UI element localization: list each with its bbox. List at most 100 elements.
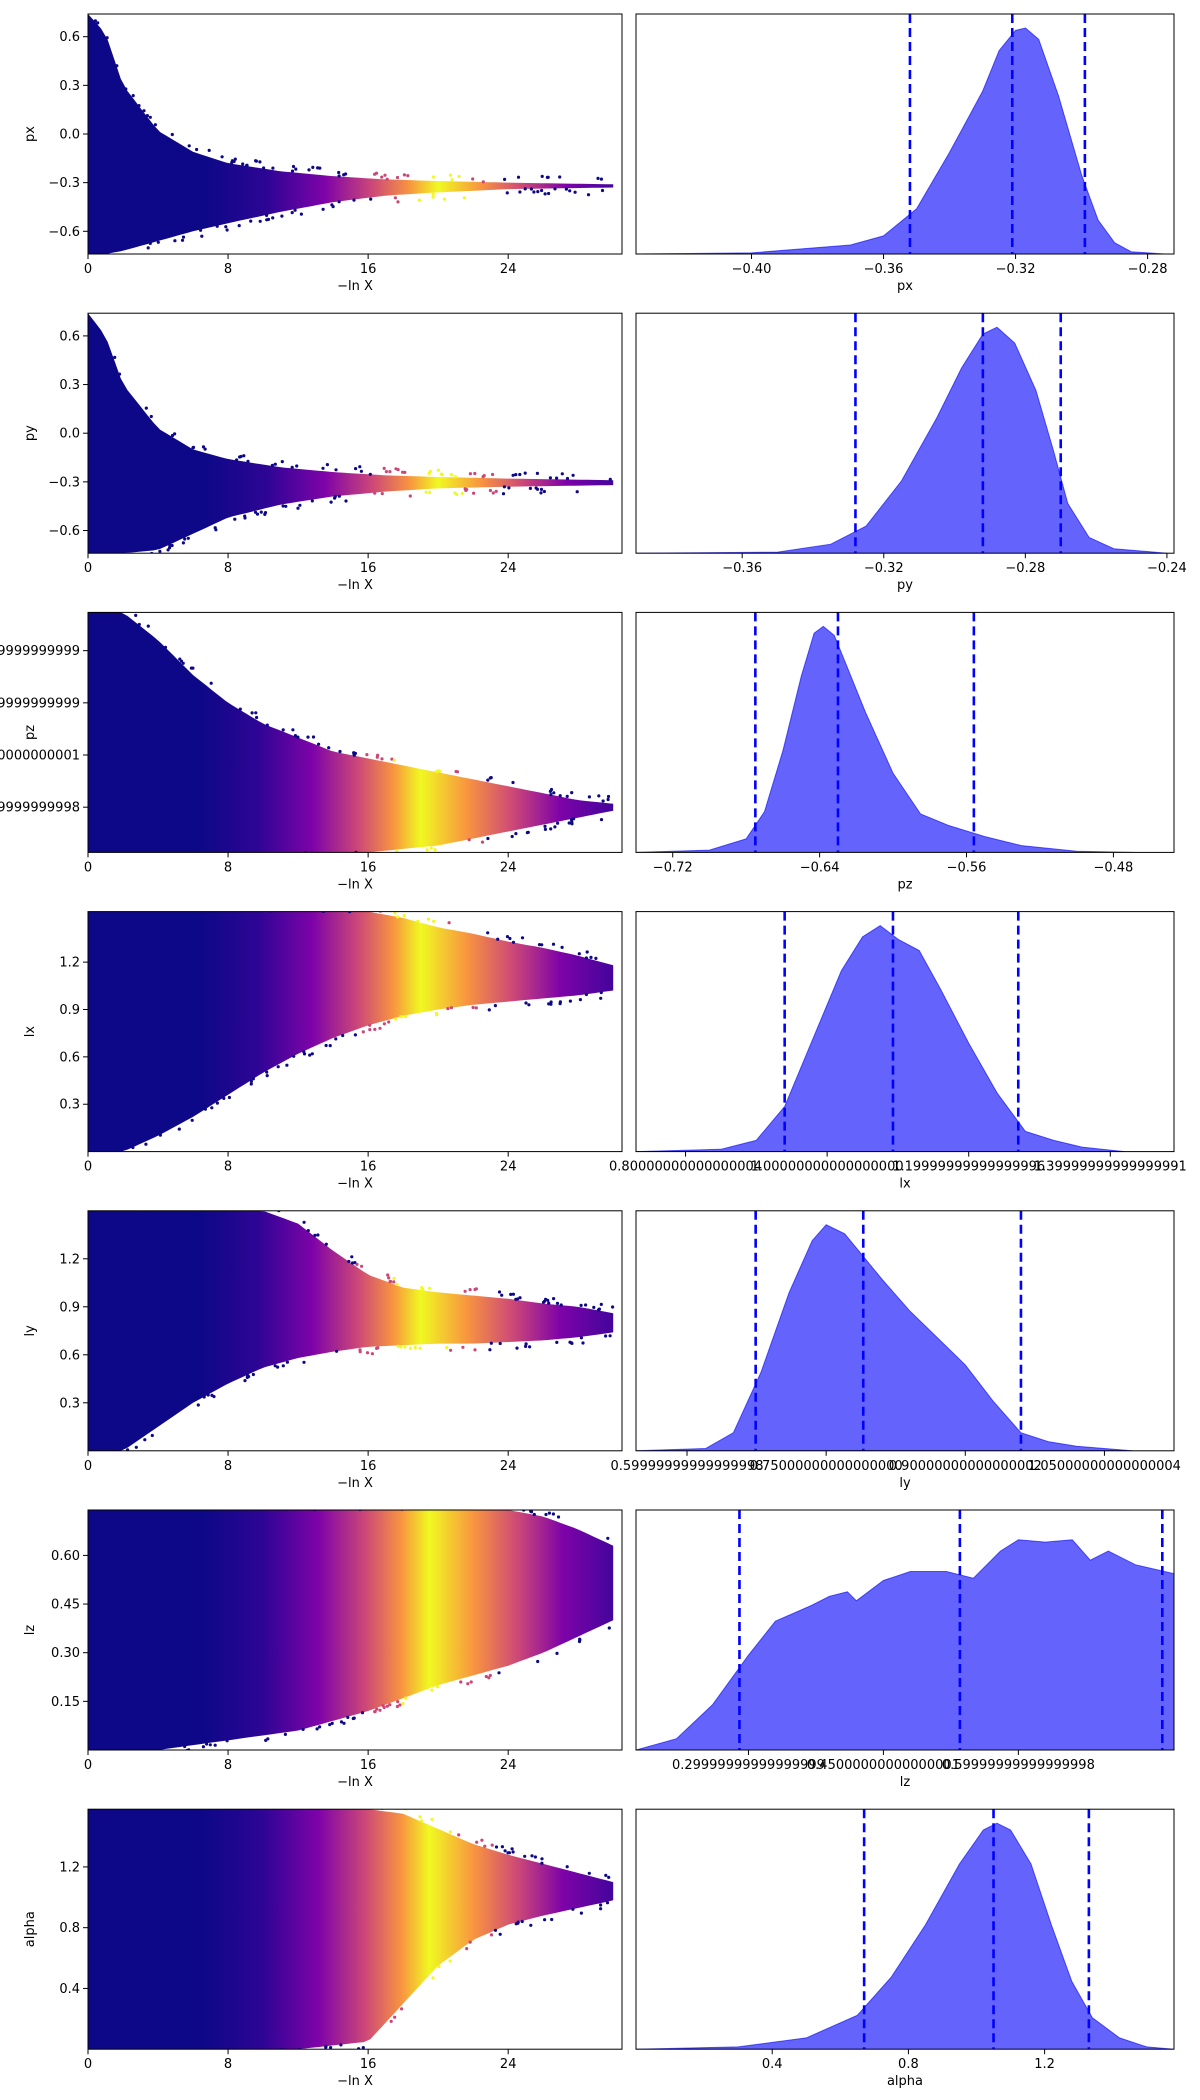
trace-sample-point <box>531 1506 534 1509</box>
trace-sample-point <box>257 2054 260 2057</box>
trace-sample-point <box>606 1536 610 1540</box>
y-axis-label: lx <box>23 1026 38 1038</box>
trace-sample-point <box>213 1743 217 1747</box>
x-tick-label: 16 <box>360 1160 377 1175</box>
trace-sample-point <box>599 1907 603 1911</box>
x-tick-label: 0.45000000000000001 <box>807 1758 960 1773</box>
x-tick-label: 0.59999999999999998 <box>611 1459 764 1474</box>
trace-sample-point <box>387 1020 391 1024</box>
trace-sample-point <box>436 468 440 472</box>
trace-sample-point <box>500 1845 504 1849</box>
trace-sample-point <box>122 1154 125 1157</box>
trace-sample-point <box>123 1506 126 1509</box>
trace-sample-point <box>181 661 185 665</box>
trace-sample-point <box>291 728 295 732</box>
x-axis-label: −ln X <box>337 578 373 593</box>
trace-sample-point <box>460 491 464 496</box>
trace-sample-point <box>435 1685 439 1689</box>
y-tick-label: 0.3 <box>59 378 80 393</box>
x-tick-label: 1.19999999999999996 <box>892 1160 1045 1175</box>
x-tick-label: 0.59999999999999998 <box>942 1758 1095 1773</box>
trace-sample-point <box>258 903 261 906</box>
trace-sample-point <box>207 148 211 152</box>
trace-sample-point <box>536 1659 540 1664</box>
trace-sample-point <box>392 1276 396 1280</box>
trace-sample-point <box>338 749 342 754</box>
trace-sample-point <box>518 472 522 477</box>
x-tick-label: −0.28 <box>1005 561 1045 576</box>
trace-sample-point <box>375 1707 379 1711</box>
trace-sample-point <box>158 1133 162 1137</box>
trace-sample-point <box>540 943 544 947</box>
trace-sample-point <box>177 854 180 857</box>
trace-sample-point <box>542 489 547 494</box>
trace-samples-ly <box>88 1210 614 1451</box>
trace-sample-point <box>318 1725 322 1729</box>
trace-sample-point <box>136 555 139 558</box>
trace-sample-point <box>392 1806 395 1809</box>
trace-sample-point <box>395 1282 399 1286</box>
trace-sample-point <box>261 853 264 856</box>
trace-sample-point <box>599 1302 603 1306</box>
trace-sample-point <box>379 1503 382 1506</box>
trace-sample-point <box>295 464 299 468</box>
trace-sample-point <box>173 432 177 436</box>
trace-sample-point <box>417 198 421 202</box>
trace-sample-point <box>448 1830 452 1834</box>
trace-sample-point <box>118 2050 121 2053</box>
trace-sample-points-py <box>88 355 612 558</box>
trace-sample-point <box>291 2054 294 2057</box>
trace-sample-point <box>480 840 485 844</box>
trace-sample-point <box>205 1506 208 1509</box>
trace-sample-point <box>360 908 363 911</box>
trace-sample-point <box>223 1204 226 1207</box>
trace-sample-point <box>356 853 359 856</box>
trace-sample-point <box>416 919 420 923</box>
trace-sample-point <box>331 205 335 209</box>
trace-sample-point <box>550 1917 554 1922</box>
trace-sample-point <box>263 512 267 517</box>
trace-sample-point <box>611 1305 615 1309</box>
trace-sample-point <box>481 180 485 184</box>
trace-sample-point <box>187 144 191 148</box>
trace-sample-point <box>600 188 605 193</box>
trace-sample-point <box>210 1206 213 1209</box>
x-tick-label: 24 <box>500 561 517 576</box>
trace-sample-point <box>577 952 581 956</box>
trace-sample-point <box>448 173 452 177</box>
y-axis-label: py <box>23 425 38 441</box>
trace-sample-point <box>530 1854 534 1858</box>
trace-sample-point <box>258 160 262 164</box>
x-tick-label: 0 <box>84 2057 92 2072</box>
trace-sample-point <box>396 1344 400 1348</box>
trace-sample-point <box>290 169 295 173</box>
trace-panel-py: 0 8 16 24 −ln X −0.6 −0.3 0.0 0.3 0.6 py <box>23 312 623 593</box>
trace-sample-point <box>551 942 556 946</box>
trace-sample-point <box>133 853 136 856</box>
trace-sample-point <box>146 624 150 628</box>
trace-sample-point <box>298 2054 301 2057</box>
trace-sample-point <box>403 1345 407 1349</box>
trace-sample-point <box>361 2046 365 2050</box>
trace-sample-point <box>438 769 442 773</box>
x-axis-label: alpha <box>887 2074 923 2089</box>
trace-sample-point <box>96 21 100 25</box>
trace-sample-point <box>190 1206 193 1209</box>
trace-sample-point <box>178 856 181 859</box>
trace-sample-point <box>545 175 550 179</box>
trace-sample-point <box>518 1506 521 1509</box>
trace-sample-point <box>238 455 242 459</box>
trace-sample-point <box>174 854 177 857</box>
trace-sample-point <box>350 1803 353 1806</box>
trace-sample-point <box>511 1850 515 1854</box>
x-tick-label: 8 <box>224 860 232 875</box>
trace-sample-point <box>540 174 544 178</box>
trace-sample-point <box>536 190 540 194</box>
trace-sample-point <box>167 2051 170 2054</box>
y-tick-label: 0.6 <box>59 30 80 45</box>
trace-sample-point <box>358 1510 362 1511</box>
trace-sample-point <box>225 1739 229 1743</box>
trace-sample-point <box>420 1286 424 1290</box>
trace-sample-point <box>105 1153 108 1156</box>
trace-sample-point <box>511 1292 515 1296</box>
